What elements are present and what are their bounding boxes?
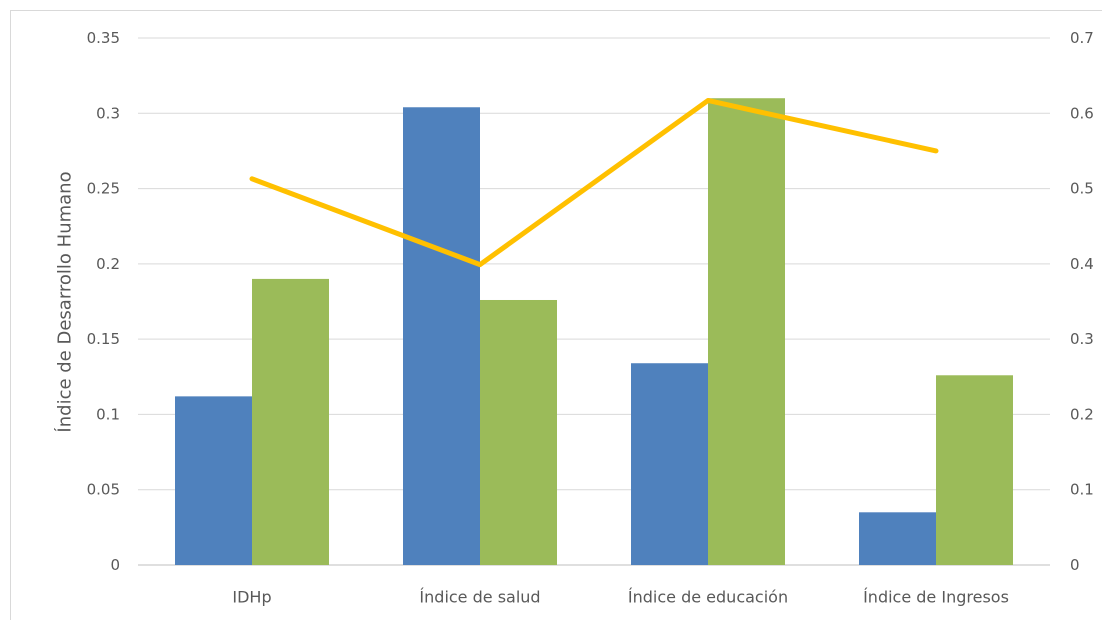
y-axis-title: Índice de Desarrollo Humano [54,171,76,432]
bar-series-2-2 [480,299,557,565]
y-tick-label: 0.1 [96,405,120,423]
bar-series-1-1 [175,396,252,565]
bar-series-1-3 [631,363,708,565]
y2-tick-label: 0.2 [1070,405,1094,423]
y2-tick-label: 0.6 [1070,104,1094,122]
y-tick-label: 0.3 [96,104,120,122]
y-tick-label: 0.15 [87,330,120,348]
bar-series-1-2 [403,107,480,566]
y-tick-label: 0.05 [87,481,120,499]
y2-tick-label: 0 [1070,556,1080,574]
right-axis-ticks: 0 0.1 0.2 0.3 0.4 0.5 0.6 0.7 [1070,29,1094,574]
bars [175,98,1013,566]
category-axis: IDHp Índice de salud Índice de educación Ín… [232,588,1009,607]
y-tick-label: 0.25 [87,180,120,198]
y2-tick-label: 0.4 [1070,255,1094,273]
bar-series-2-3 [708,98,785,565]
bar-series-1-4 [859,512,936,565]
bar-series-2-4 [936,375,1013,565]
x-tick-label: Índice de educación [628,588,788,607]
chart-frame [10,10,1102,620]
y-tick-label: 0 [110,556,120,574]
left-axis-ticks: 0 0.05 0.1 0.15 0.2 0.25 0.3 0.35 [87,29,120,574]
x-tick-label: IDHp [232,588,271,607]
y2-tick-label: 0.7 [1070,29,1094,47]
x-tick-label: Índice de salud [419,588,540,607]
y-tick-label: 0.35 [87,29,120,47]
x-tick-label: Índice de Ingresos [863,588,1009,607]
y2-tick-label: 0.5 [1070,180,1094,198]
y2-tick-label: 0.3 [1070,330,1094,348]
line-series [249,97,939,268]
line-series-1 [249,97,939,268]
y-tick-label: 0.2 [96,255,120,273]
gridlines [138,37,1050,566]
bar-series-2-1 [252,278,329,565]
y2-tick-label: 0.1 [1070,481,1094,499]
